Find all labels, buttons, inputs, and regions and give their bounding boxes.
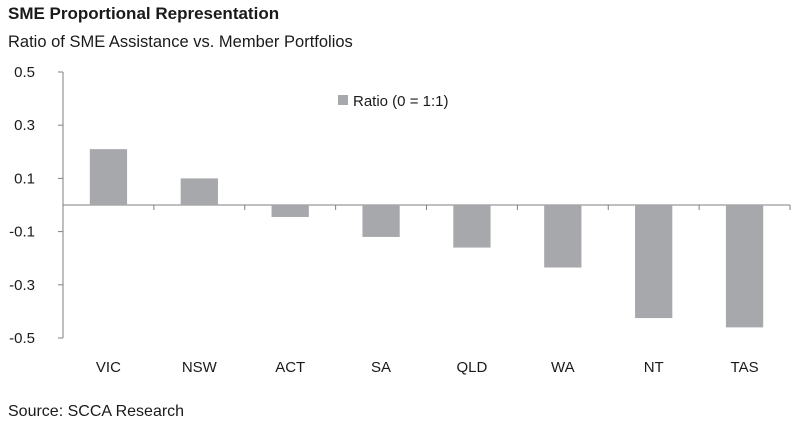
bar-nt bbox=[635, 205, 673, 319]
source-note: Source: SCCA Research bbox=[8, 403, 185, 420]
y-tick-label: 0.1 bbox=[14, 170, 35, 187]
bar-sa bbox=[362, 205, 400, 237]
chart-subtitle: Ratio of SME Assistance vs. Member Portf… bbox=[8, 33, 353, 51]
bar-act bbox=[271, 205, 309, 217]
x-tick-label: QLD bbox=[457, 359, 488, 376]
legend-label: Ratio (0 = 1:1) bbox=[353, 93, 448, 110]
x-tick-label: WA bbox=[551, 359, 575, 376]
x-tick-label: NT bbox=[644, 359, 664, 376]
bar-qld bbox=[453, 205, 491, 248]
y-tick-label: -0.5 bbox=[9, 330, 35, 347]
bar-chart: 0.5 0.3 0.1 -0.1 -0.3 -0.5 VIC NSW ACT SA QLD WA NT… bbox=[9, 64, 791, 376]
chart-legend: Ratio (0 = 1:1) bbox=[338, 93, 448, 110]
x-tick-label: SA bbox=[371, 359, 391, 376]
y-tick-label: 0.5 bbox=[14, 64, 35, 81]
x-axis-labels: VIC NSW ACT SA QLD WA NT TAS bbox=[96, 359, 759, 376]
bar-wa bbox=[544, 205, 582, 268]
legend-swatch bbox=[338, 95, 348, 105]
chart-title: SME Proportional Representation bbox=[8, 4, 280, 23]
x-tick-label: TAS bbox=[731, 359, 759, 376]
x-tick-label: VIC bbox=[96, 359, 121, 376]
bar-tas bbox=[725, 205, 764, 328]
bar-nsw bbox=[180, 178, 218, 205]
y-tick-label: -0.3 bbox=[9, 277, 35, 294]
bar-series bbox=[89, 149, 764, 328]
y-tick-label: -0.1 bbox=[9, 224, 35, 241]
x-tick-label: ACT bbox=[275, 359, 305, 376]
bar-vic bbox=[89, 149, 128, 205]
y-tick-label: 0.3 bbox=[14, 117, 35, 134]
x-tick-label: NSW bbox=[182, 359, 218, 376]
